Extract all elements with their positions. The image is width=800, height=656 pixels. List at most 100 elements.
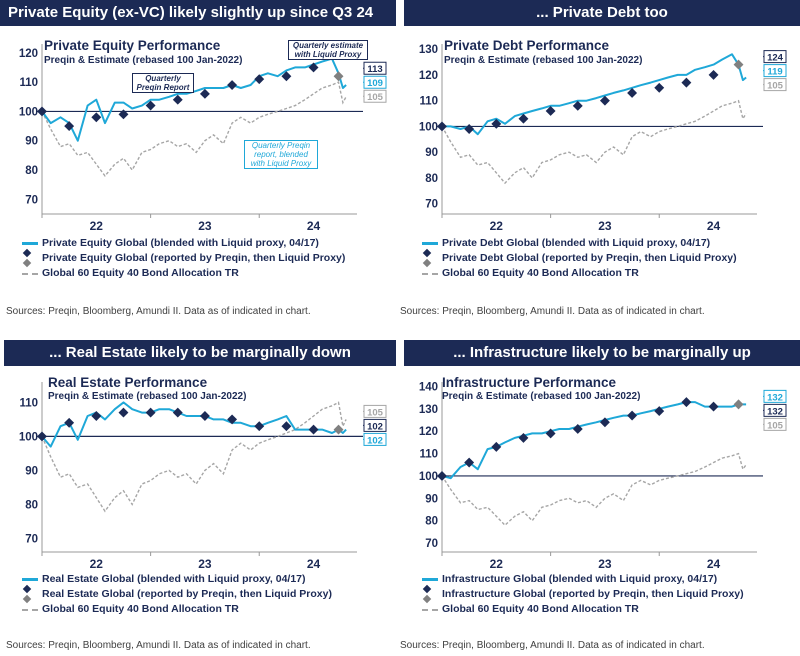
series-line-benchmark	[441, 452, 747, 527]
series-point-reported	[172, 407, 183, 418]
end-value-label: 105	[767, 420, 784, 431]
series-point-reported	[199, 88, 210, 99]
legend: Infrastructure Global (blended with Liqu…	[420, 572, 744, 617]
legend-diamond-icon	[20, 248, 42, 268]
y-tick-label: 70	[425, 538, 438, 550]
series-point-reported	[254, 74, 265, 85]
end-value-label: 105	[367, 407, 384, 418]
x-tick-label: 22	[490, 557, 504, 571]
end-label-box	[763, 64, 787, 78]
annotation-blended: Quarterly Preqin report, blended with Li…	[244, 140, 318, 169]
end-value-label: 109	[367, 78, 383, 89]
series-point-reported	[254, 421, 265, 432]
end-label-box	[763, 50, 787, 64]
chart-subtitle: Preqin & Estimate (rebased 100 Jan-2022)	[444, 55, 643, 66]
end-value-label: 132	[767, 392, 783, 403]
panel-header: ... Real Estate likely to be marginally …	[4, 340, 396, 366]
legend-item-reported: Private Debt Global (reported by Preqin,…	[420, 248, 737, 268]
series-point-reported	[518, 432, 529, 443]
series-point-reported	[654, 82, 665, 93]
end-value-label: 132	[767, 406, 783, 417]
y-tick-label: 120	[19, 48, 38, 60]
legend: Private Equity Global (blended with Liqu…	[20, 236, 345, 281]
chart-plot: 70 80 90 100 110 120 130 140 22 23 24 132 132 105	[419, 381, 787, 571]
legend-item-benchmark: Global 60 Equity 40 Bond Allocation TR	[420, 602, 744, 617]
legend-line-blended-icon	[20, 236, 42, 251]
panel-private-equity: Private Equity (ex-VC) likely slightly u…	[0, 0, 400, 328]
y-tick-label: 130	[419, 44, 438, 56]
panel-header: Private Equity (ex-VC) likely slightly u…	[0, 0, 396, 26]
series-point-reported	[681, 77, 692, 88]
end-label-box	[363, 418, 387, 432]
legend-label: Real Estate Global (reported by Preqin, …	[42, 588, 332, 600]
series-line-benchmark	[41, 401, 347, 513]
series-point-reported	[599, 95, 610, 106]
series-point-reported	[733, 59, 744, 70]
end-label-box	[363, 61, 387, 75]
series-point-reported	[118, 109, 129, 120]
series-line-benchmark	[41, 81, 347, 178]
x-tick-label: 23	[598, 557, 612, 571]
legend-item-blended: Infrastructure Global (blended with Liqu…	[420, 572, 744, 587]
legend-label: Private Debt Global (blended with Liquid…	[442, 237, 711, 249]
legend-label: Private Debt Global (reported by Preqin,…	[442, 252, 737, 264]
chart-plot: 70 80 90 100 110 22 23 24 105 102 102	[19, 382, 387, 571]
end-value-label: 102	[367, 421, 383, 432]
legend-label: Private Equity Global (blended with Liqu…	[42, 237, 319, 249]
series-line-blended	[41, 57, 347, 142]
chart-title: Private Equity Performance	[44, 38, 221, 53]
x-tick-label: 24	[707, 219, 721, 233]
legend-item-benchmark: Global 60 Equity 40 Bond Allocation TR	[420, 266, 737, 281]
annotation-preqin: Quarterly Preqin Report	[132, 73, 194, 93]
legend-item-reported: Real Estate Global (reported by Preqin, …	[20, 584, 332, 604]
x-tick-label: 23	[198, 219, 212, 233]
legend-item-benchmark: Global 60 Equity 40 Bond Allocation TR	[20, 602, 332, 617]
y-tick-label: 70	[25, 533, 38, 545]
legend-dashed-line-icon	[20, 602, 42, 617]
x-tick-label: 23	[198, 557, 212, 571]
legend-diamond-icon	[420, 248, 442, 268]
end-label-box	[763, 389, 787, 403]
chart-subtitle: Preqin & Estimate (rebased 100 Jan-2022)	[442, 391, 641, 402]
panel-header: ... Infrastructure likely to be marginal…	[404, 340, 800, 366]
y-tick-label: 80	[25, 499, 38, 511]
x-tick-label: 24	[307, 219, 321, 233]
y-tick-label: 110	[419, 449, 438, 461]
chart-subtitle: Preqin & Estimate (rebased 100 Jan-2022)	[48, 391, 247, 402]
y-tick-label: 110	[19, 397, 38, 409]
series-point-reported	[733, 399, 744, 410]
end-value-label: 124	[767, 53, 784, 64]
series-point-reported	[145, 407, 156, 418]
series-point-reported	[199, 411, 210, 421]
series-point-reported	[118, 407, 129, 418]
legend-label: Infrastructure Global (blended with Liqu…	[442, 573, 718, 585]
legend-label: Real Estate Global (blended with Liquid …	[42, 573, 306, 585]
series-point-reported	[308, 424, 319, 435]
end-value-label: 113	[367, 64, 382, 75]
series-point-reported	[172, 94, 183, 105]
legend-item-blended: Private Equity Global (blended with Liqu…	[20, 236, 345, 251]
annotation-line: Quarterly Preqin	[251, 141, 311, 150]
series-point-reported	[37, 431, 47, 442]
annotation-line: Quarterly estimate	[292, 41, 364, 50]
series-point-reported	[437, 470, 447, 481]
series-line-blended	[41, 401, 347, 448]
legend-line-blended-icon	[420, 572, 442, 587]
panel-infrastructure: ... Infrastructure likely to be marginal…	[400, 328, 800, 656]
panel-private-debt: ... Private Debt too Private Debt Perfor…	[400, 0, 800, 328]
series-point-reported	[491, 441, 502, 452]
x-tick-label: 22	[90, 557, 104, 571]
legend-dashed-line-icon	[20, 266, 42, 281]
y-tick-label: 90	[425, 147, 438, 159]
series-point-reported	[491, 118, 502, 129]
y-tick-label: 70	[25, 194, 38, 206]
series-point-reported	[91, 112, 102, 123]
annotation-line: Quarterly	[145, 74, 181, 83]
legend-dashed-line-icon	[420, 602, 442, 617]
y-tick-label: 80	[425, 173, 438, 185]
series-point-reported	[708, 401, 719, 412]
end-label-box	[763, 417, 787, 431]
legend-item-reported: Infrastructure Global (reported by Preqi…	[420, 584, 744, 604]
chart-plot: 70 80 90 100 110 120 22 23 24 113 109 105	[19, 44, 387, 233]
y-tick-label: 120	[419, 70, 438, 82]
